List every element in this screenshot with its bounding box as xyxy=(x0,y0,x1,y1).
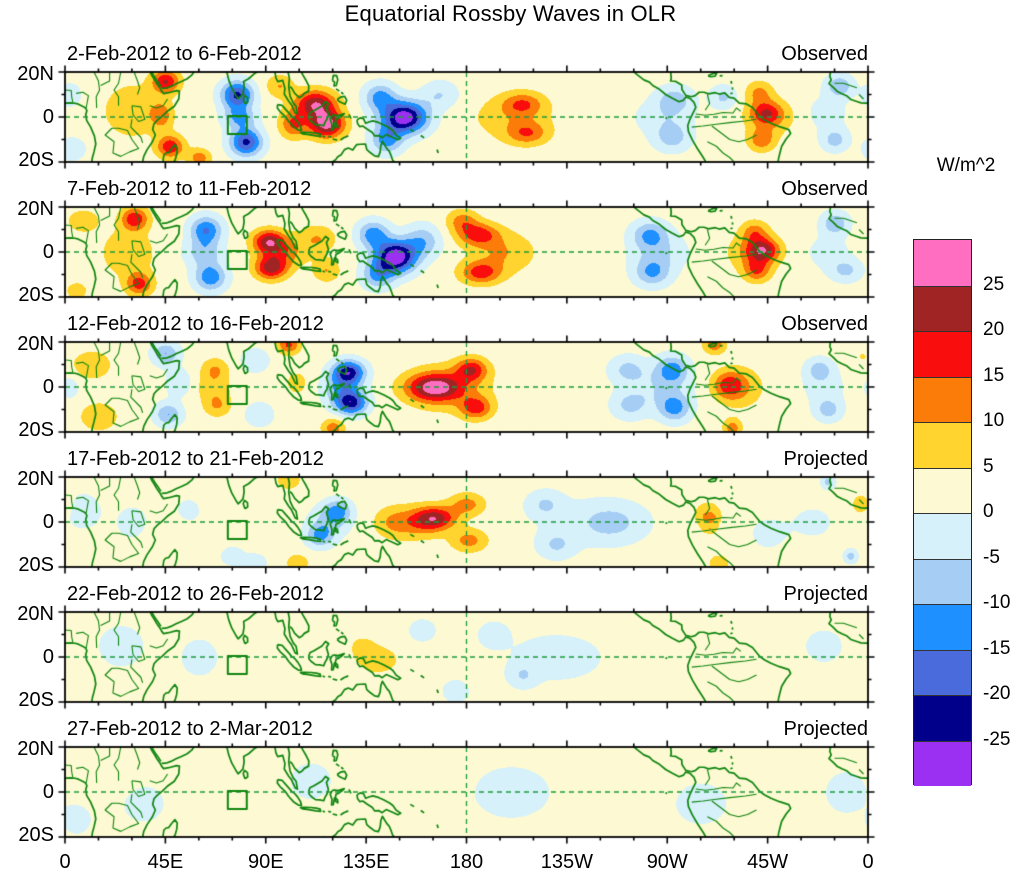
panel-2-mode-label: Observed xyxy=(781,178,868,200)
panel-6-y-tick-20S: 20S xyxy=(18,824,54,846)
colorbar-tick--5: -5 xyxy=(983,546,1000,568)
panel-3-y-tick-0: 0 xyxy=(42,376,54,398)
colorbar-tick--15: -15 xyxy=(983,637,1011,659)
panel-4-y-tick-0: 0 xyxy=(42,511,54,533)
panel-5-y-tick-20S: 20S xyxy=(18,689,54,711)
unit-label: W/m^2 xyxy=(936,155,996,176)
colorbar-tick-20: 20 xyxy=(983,319,1005,340)
x-tick-label-90W-6: 90W xyxy=(646,851,688,873)
colorbar-cell-9 xyxy=(914,649,971,695)
colorbar-cell-10 xyxy=(914,695,971,741)
colorbar-cell-6 xyxy=(914,513,971,559)
colorbar-cell-2 xyxy=(914,331,971,377)
x-tick-label-0-8: 0 xyxy=(862,851,874,873)
panel-1-y-tick-20N: 20N xyxy=(17,63,54,85)
colorbar-tick--10: -10 xyxy=(983,592,1011,613)
panel-1-y-tick-0: 0 xyxy=(42,106,54,128)
panel-1-y-tick-20S: 20S xyxy=(18,149,54,171)
panel-2-date-label: 7-Feb-2012 to 11-Feb-2012 xyxy=(67,178,312,200)
x-tick-label-45E-1: 45E xyxy=(147,851,184,873)
colorbar-cell-8 xyxy=(914,604,971,650)
panel-3-y-tick-20S: 20S xyxy=(18,419,54,441)
panel-1-mode-label: Observed xyxy=(781,43,868,65)
figure-title: Equatorial Rossby Waves in OLR xyxy=(344,1,677,26)
panel-4-y-tick-20N: 20N xyxy=(17,468,54,490)
colorbar-cell-7 xyxy=(914,558,971,604)
panel-2-y-tick-20N: 20N xyxy=(17,198,54,220)
panel-6-y-tick-0: 0 xyxy=(42,781,54,803)
panel-1-date-label: 2-Feb-2012 to 6-Feb-2012 xyxy=(67,43,302,65)
x-tick-label-0-0: 0 xyxy=(59,851,71,873)
colorbar-cell-3 xyxy=(914,376,971,422)
panel-4-y-tick-20S: 20S xyxy=(18,554,54,576)
x-tick-label-180-4: 180 xyxy=(449,851,484,873)
panel-3-date-label: 12-Feb-2012 to 16-Feb-2012 xyxy=(67,313,324,335)
panel-2-y-tick-20S: 20S xyxy=(18,284,54,306)
colorbar-tick-10: 10 xyxy=(983,410,1005,431)
colorbar-tick-5: 5 xyxy=(983,455,994,477)
colorbar-cell-5 xyxy=(914,467,971,513)
panel-2-y-tick-0: 0 xyxy=(42,241,54,263)
x-tick-label-135E-3: 135E xyxy=(342,851,390,873)
panel-6-y-tick-20N: 20N xyxy=(17,738,54,760)
colorbar-cell-11 xyxy=(914,740,971,786)
colorbar-tick-0: 0 xyxy=(983,501,994,522)
panel-4-date-label: 17-Feb-2012 to 21-Feb-2012 xyxy=(67,448,324,470)
x-tick-label-135W-5: 135W xyxy=(540,851,593,873)
panel-4-mode-label: Projected xyxy=(783,448,869,470)
panel-3-mode-label: Observed xyxy=(781,313,868,335)
colorbar-tick-25: 25 xyxy=(983,273,1005,295)
x-tick-label-90E-2: 90E xyxy=(247,851,284,873)
colorbar xyxy=(913,239,972,786)
panel-5-date-label: 22-Feb-2012 to 26-Feb-2012 xyxy=(67,583,324,605)
panel-5-mode-label: Projected xyxy=(783,583,869,605)
x-tick-label-45W-7: 45W xyxy=(747,851,789,873)
panel-6-mode-label: Projected xyxy=(783,718,869,740)
colorbar-cell-0 xyxy=(914,240,971,286)
colorbar-cell-1 xyxy=(914,285,971,331)
colorbar-tick-15: 15 xyxy=(983,364,1005,386)
colorbar-cell-4 xyxy=(914,422,971,468)
colorbar-tick--25: -25 xyxy=(983,728,1011,750)
panel-6-date-label: 27-Feb-2012 to 2-Mar-2012 xyxy=(67,718,313,740)
colorbar-tick--20: -20 xyxy=(983,683,1011,704)
panel-5-y-tick-20N: 20N xyxy=(17,603,54,625)
panel-3-y-tick-20N: 20N xyxy=(17,333,54,355)
panel-5-y-tick-0: 0 xyxy=(42,646,54,668)
